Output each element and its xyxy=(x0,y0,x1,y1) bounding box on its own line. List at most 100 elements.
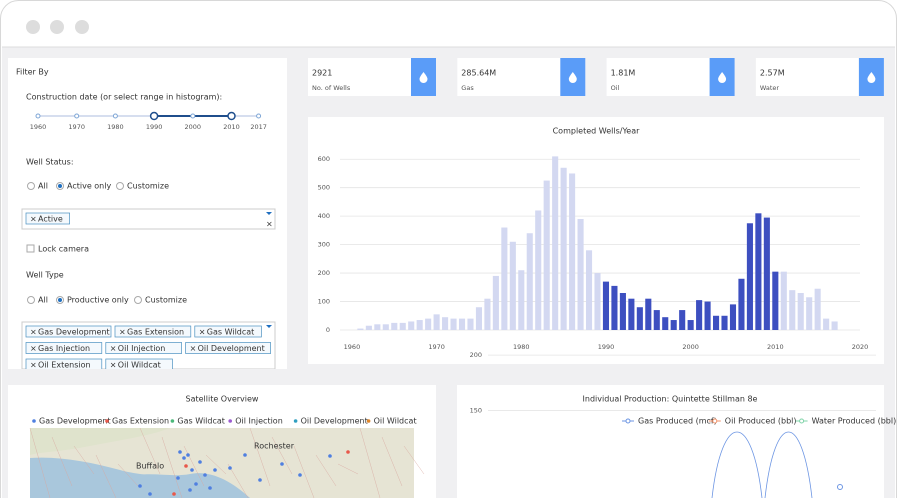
bar[interactable] xyxy=(704,301,711,330)
dropdown-arrow[interactable] xyxy=(266,325,272,328)
bar[interactable] xyxy=(679,310,686,330)
bar[interactable] xyxy=(831,321,838,330)
map-well[interactable] xyxy=(208,486,212,490)
bar[interactable] xyxy=(552,156,559,330)
window-dot[interactable] xyxy=(75,20,89,34)
bar[interactable] xyxy=(772,271,779,330)
map-well[interactable] xyxy=(190,468,194,472)
map-well[interactable] xyxy=(178,450,182,454)
bar[interactable] xyxy=(611,285,618,330)
map-well[interactable] xyxy=(213,468,217,472)
bar[interactable] xyxy=(365,325,372,330)
radio[interactable] xyxy=(27,296,35,304)
map-well[interactable] xyxy=(194,482,198,486)
bar[interactable] xyxy=(823,318,830,330)
bar[interactable] xyxy=(806,297,813,330)
bar[interactable] xyxy=(789,290,796,330)
bar[interactable] xyxy=(687,320,694,330)
window-dot[interactable] xyxy=(50,20,64,34)
bar[interactable] xyxy=(645,298,652,330)
window-dot[interactable] xyxy=(26,20,40,34)
bar[interactable] xyxy=(670,320,677,330)
bar[interactable] xyxy=(797,293,804,330)
bar[interactable] xyxy=(729,304,737,330)
bar[interactable] xyxy=(653,310,660,330)
tag[interactable] xyxy=(25,212,70,225)
bar[interactable] xyxy=(569,173,576,330)
radio[interactable] xyxy=(27,182,35,190)
checkbox[interactable] xyxy=(26,244,35,253)
bar[interactable] xyxy=(509,241,516,330)
radio[interactable] xyxy=(116,182,124,190)
map-well[interactable] xyxy=(176,476,180,480)
tag[interactable] xyxy=(25,325,112,338)
tag[interactable] xyxy=(194,325,262,338)
map-well[interactable] xyxy=(228,466,232,470)
bar[interactable] xyxy=(391,322,398,330)
bar[interactable] xyxy=(399,322,406,330)
bar[interactable] xyxy=(814,288,821,330)
tag[interactable] xyxy=(105,342,182,354)
bar[interactable] xyxy=(619,293,626,330)
dropdown-arrow[interactable] xyxy=(266,212,272,215)
bar[interactable] xyxy=(467,318,474,330)
bar[interactable] xyxy=(577,219,584,330)
bar[interactable] xyxy=(662,317,669,330)
map-well[interactable] xyxy=(203,473,207,477)
bar[interactable] xyxy=(602,281,610,330)
map-well[interactable] xyxy=(258,478,262,482)
bar[interactable] xyxy=(501,227,508,330)
bar[interactable] xyxy=(594,273,601,330)
bar[interactable] xyxy=(755,213,762,330)
bar[interactable] xyxy=(357,328,364,330)
tag[interactable] xyxy=(25,342,103,354)
map-well[interactable] xyxy=(138,484,142,488)
map-well[interactable] xyxy=(280,462,284,466)
map-well[interactable] xyxy=(243,453,247,457)
map-well[interactable] xyxy=(328,454,332,458)
bar[interactable] xyxy=(382,324,389,330)
tag-select[interactable] xyxy=(21,208,276,230)
tag[interactable] xyxy=(185,342,271,354)
map-well[interactable] xyxy=(298,473,302,477)
bar[interactable] xyxy=(492,275,499,330)
slider-handle[interactable] xyxy=(227,111,236,121)
bar[interactable] xyxy=(585,250,593,330)
map-well[interactable] xyxy=(346,450,350,454)
bar[interactable] xyxy=(526,233,533,330)
bar[interactable] xyxy=(636,307,643,330)
bar[interactable] xyxy=(458,318,466,330)
bar[interactable] xyxy=(696,300,703,330)
bar[interactable] xyxy=(535,210,542,330)
slider-handle[interactable] xyxy=(149,111,159,121)
bar[interactable] xyxy=(543,180,550,330)
bar[interactable] xyxy=(780,271,787,330)
map-well[interactable] xyxy=(148,492,152,496)
map-well[interactable] xyxy=(188,488,192,492)
tag[interactable] xyxy=(114,325,192,338)
map-well[interactable] xyxy=(198,460,202,464)
bar[interactable] xyxy=(450,318,457,330)
bar[interactable] xyxy=(721,315,728,330)
map-well[interactable] xyxy=(182,456,186,460)
bar[interactable] xyxy=(713,315,720,330)
bar[interactable] xyxy=(433,314,440,330)
bar[interactable] xyxy=(628,298,635,330)
bar[interactable] xyxy=(475,307,482,330)
bar[interactable] xyxy=(408,321,415,330)
bar[interactable] xyxy=(416,320,423,330)
bar[interactable] xyxy=(560,167,567,330)
production-marker xyxy=(837,484,843,490)
bar[interactable] xyxy=(442,317,449,330)
map-well[interactable] xyxy=(186,453,190,457)
map-well[interactable] xyxy=(184,464,188,468)
bar[interactable] xyxy=(518,270,525,330)
bar[interactable] xyxy=(484,298,491,330)
map-well[interactable] xyxy=(172,492,176,496)
bar[interactable] xyxy=(425,318,432,330)
bar[interactable] xyxy=(763,217,770,330)
bar[interactable] xyxy=(374,324,381,330)
radio[interactable] xyxy=(134,296,142,304)
bar[interactable] xyxy=(738,278,745,330)
bar[interactable] xyxy=(746,223,753,330)
